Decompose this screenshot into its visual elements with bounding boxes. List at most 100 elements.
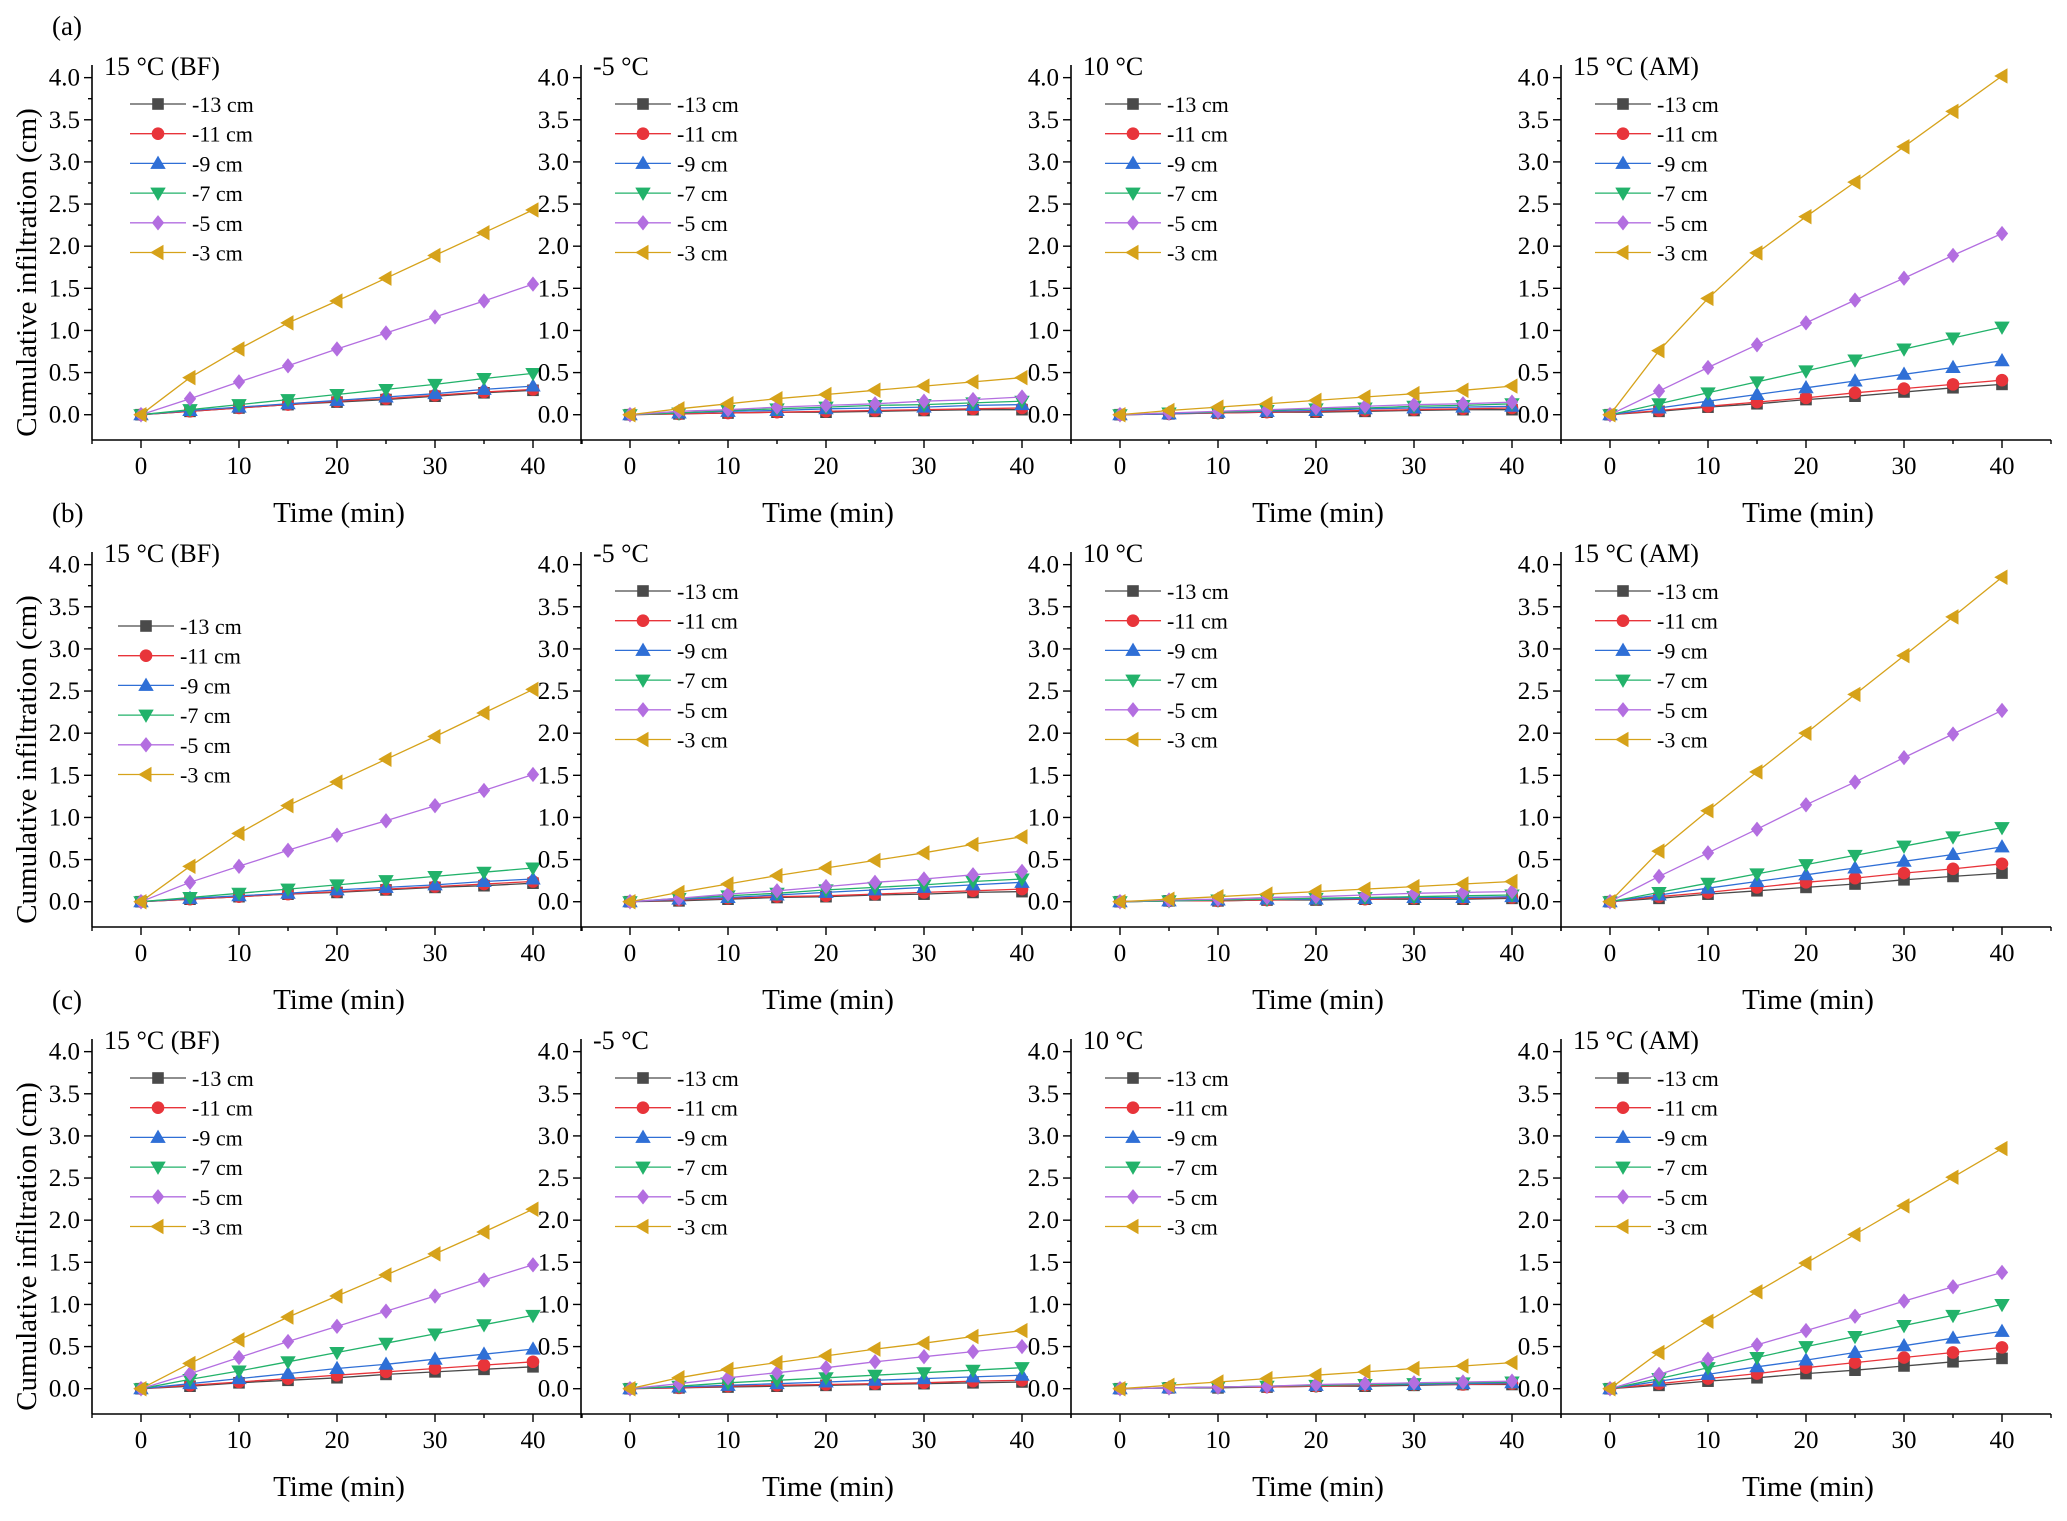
data-point — [280, 883, 296, 897]
data-point — [1995, 373, 2009, 387]
y-tick-label: 1.5 — [538, 275, 569, 302]
legend-label: -7 cm — [192, 1155, 243, 1180]
data-point — [966, 867, 980, 883]
row-label-b: (b) — [52, 498, 83, 528]
data-point — [1014, 1322, 1028, 1339]
legend-label: -11 cm — [1167, 1096, 1228, 1121]
data-point — [916, 378, 930, 394]
x-tick-label: 20 — [814, 453, 839, 480]
data-point — [281, 358, 295, 374]
data-point — [965, 1364, 981, 1378]
data-point — [525, 681, 539, 698]
data-point — [1897, 1351, 1911, 1364]
legend: -13 cm -11 cm -9 cm -7 cm -5 cm -3 cm — [118, 614, 242, 788]
data-point — [133, 406, 147, 423]
data-point — [379, 325, 393, 341]
legend-marker — [1616, 614, 1630, 628]
data-point — [671, 884, 685, 901]
data-point — [476, 224, 490, 241]
data-point — [280, 1356, 296, 1370]
legend-marker — [1615, 1218, 1629, 1235]
data-point — [182, 1355, 196, 1372]
y-axis-title: Cumulative infiltration (cm) — [11, 108, 43, 437]
legend-label: -13 cm — [1167, 1066, 1229, 1091]
data-point — [1996, 1352, 2008, 1365]
legend-label: -9 cm — [1657, 151, 1708, 176]
data-point — [1406, 385, 1420, 402]
y-tick-label: 3.5 — [49, 594, 80, 621]
data-point — [1945, 332, 1961, 346]
data-point — [1945, 103, 1959, 120]
x-tick-label: 0 — [135, 453, 148, 480]
data-point — [1798, 1341, 1814, 1355]
y-tick-label: 0.0 — [1518, 1376, 1549, 1403]
data-point — [280, 1309, 294, 1325]
data-point — [231, 1332, 245, 1348]
y-tick-label: 4.0 — [538, 65, 569, 92]
data-point — [183, 1365, 197, 1382]
data-point — [1701, 359, 1715, 376]
data-point — [720, 396, 734, 412]
data-point — [1259, 886, 1273, 902]
x-tick-label: 10 — [1206, 1427, 1231, 1454]
legend-label: -5 cm — [677, 698, 728, 723]
data-point — [1112, 406, 1126, 423]
y-tick-label: 0.5 — [538, 847, 569, 874]
panel-title: 10 °C — [1083, 539, 1143, 568]
legend-label: -11 cm — [677, 609, 738, 634]
data-point — [330, 827, 344, 843]
y-tick-label: 2.0 — [1518, 720, 1549, 747]
series-neg7cm — [1602, 1298, 2010, 1397]
legend-label: -5 cm — [1167, 211, 1218, 236]
y-tick-label: 2.5 — [1518, 1165, 1549, 1192]
legend-label: -5 cm — [192, 211, 243, 236]
legend-marker — [1127, 585, 1139, 597]
data-point — [1897, 866, 1911, 880]
data-point — [1798, 1255, 1812, 1271]
legend-label: -3 cm — [1657, 241, 1708, 266]
legend-label: -11 cm — [1657, 1096, 1718, 1121]
y-tick-label: 4.0 — [1518, 552, 1549, 579]
series-neg3cm — [133, 202, 539, 423]
data-point — [1407, 1375, 1421, 1391]
data-point — [1994, 352, 2010, 367]
x-tick-label: 0 — [1114, 940, 1127, 967]
y-tick-label: 3.0 — [538, 636, 569, 663]
data-point — [721, 886, 735, 902]
data-point — [526, 1257, 540, 1273]
legend-marker — [138, 677, 154, 691]
data-point — [1455, 876, 1469, 892]
data-point — [1651, 886, 1667, 901]
data-point — [231, 399, 247, 413]
y-tick-label: 1.0 — [1028, 804, 1059, 831]
data-point — [329, 293, 343, 309]
legend-label: -5 cm — [1657, 211, 1708, 236]
data-point — [476, 1224, 490, 1240]
x-tick-label: 10 — [1696, 453, 1721, 480]
chart-panel-2-2: 0.0 0.5 1.0 1.5 2.0 2.5 3.0 3.5 4.0 0 10 20 30 40 Time… — [538, 539, 1072, 1016]
legend-marker — [1616, 1101, 1630, 1114]
x-tick-label: 0 — [624, 940, 637, 967]
series-neg3cm — [133, 681, 539, 910]
data-point — [476, 372, 492, 387]
x-tick-label: 10 — [227, 453, 252, 480]
y-tick-label: 2.5 — [1028, 191, 1059, 218]
x-tick-label: 0 — [1604, 453, 1617, 480]
data-point — [1798, 365, 1814, 379]
data-point — [1210, 888, 1224, 905]
y-tick-label: 0.0 — [1028, 889, 1059, 916]
y-tick-label: 1.0 — [1028, 1291, 1059, 1318]
data-point — [427, 247, 441, 264]
legend-label: -3 cm — [1657, 1215, 1708, 1240]
legend-label: -7 cm — [1167, 1155, 1218, 1180]
y-tick-label: 4.0 — [1518, 1039, 1549, 1066]
data-point — [1995, 1264, 2009, 1281]
legend-label: -9 cm — [1167, 151, 1218, 176]
y-tick-label: 0.5 — [1518, 1334, 1549, 1361]
data-point — [1602, 1380, 1616, 1397]
y-tick-label: 3.0 — [1028, 1123, 1059, 1150]
data-point — [1946, 862, 1960, 876]
series-neg3cm — [1602, 68, 2008, 423]
legend-marker — [1616, 1189, 1630, 1205]
data-point — [1015, 389, 1029, 405]
